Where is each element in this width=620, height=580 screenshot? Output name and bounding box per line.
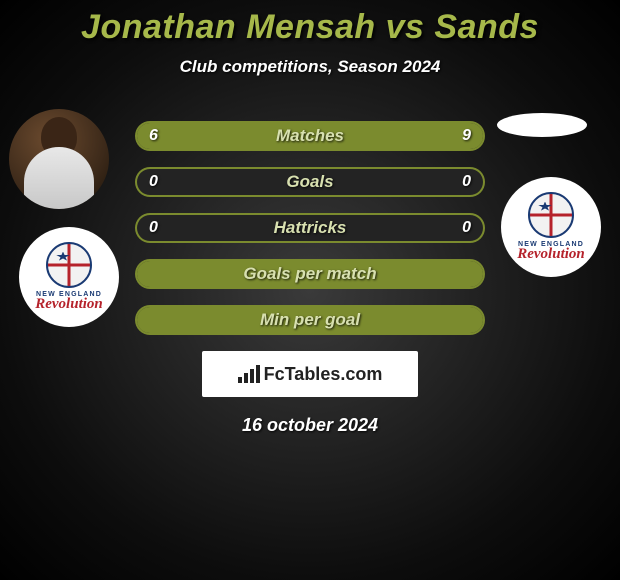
stat-label: Hattricks [135, 213, 485, 243]
stat-row: Goals0 0 [135, 167, 485, 197]
logo-ball-icon [46, 242, 92, 288]
stat-label: Goals [135, 167, 485, 197]
player-right-avatar [497, 113, 587, 137]
stat-row: Hattricks0 0 [135, 213, 485, 243]
stat-value-left: 6 [149, 121, 158, 151]
stat-value-right: 0 [462, 167, 471, 197]
date-label: 16 october 2024 [0, 415, 620, 436]
stat-value-left: 0 [149, 213, 158, 243]
comparison-panel: NEW ENGLAND Revolution NEW ENGLAND Revol… [0, 117, 620, 436]
page-title: Jonathan Mensah vs Sands [0, 0, 620, 47]
logo-line2: Revolution [35, 296, 103, 313]
logo-line2: Revolution [517, 246, 585, 263]
team-right-logo: NEW ENGLAND Revolution [501, 177, 601, 277]
stat-bars: Matches69Goals00Hattricks00Goals per mat… [135, 117, 485, 335]
stat-row: Goals per match [135, 259, 485, 289]
branding-text: FcTables.com [264, 364, 383, 385]
branding-chart-icon [238, 365, 260, 383]
stat-value-right: 0 [462, 213, 471, 243]
stat-value-right: 9 [462, 121, 471, 151]
stat-label: Matches [135, 121, 485, 151]
stat-label: Min per goal [135, 305, 485, 335]
branding-badge: FcTables.com [202, 351, 418, 397]
subtitle: Club competitions, Season 2024 [0, 57, 620, 77]
player-left-avatar [9, 109, 109, 209]
stat-value-left: 0 [149, 167, 158, 197]
team-left-logo: NEW ENGLAND Revolution [19, 227, 119, 327]
stat-row: Matches6 9 [135, 121, 485, 151]
logo-ball-icon [528, 192, 574, 238]
stat-row: Min per goal [135, 305, 485, 335]
stat-label: Goals per match [135, 259, 485, 289]
